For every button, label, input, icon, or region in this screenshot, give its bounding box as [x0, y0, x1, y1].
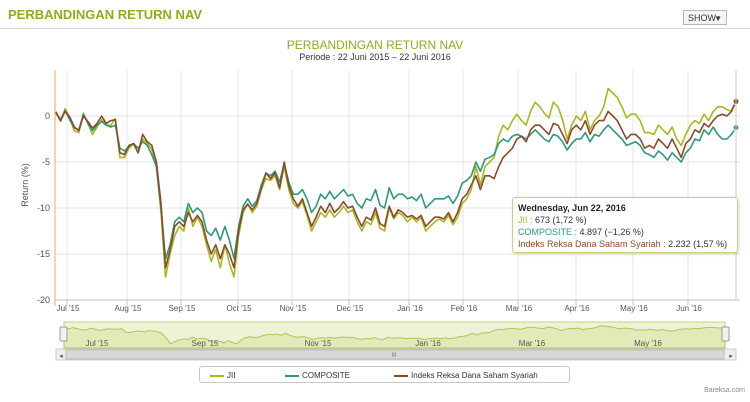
- tooltip-value-jii: 673 (1,72 %): [535, 215, 587, 225]
- chart-subtitle: Periode : 22 Juni 2015 – 22 Juni 2016: [299, 52, 451, 62]
- series-line-1: [55, 109, 737, 260]
- tooltip-row-syariah: Indeks Reksa Dana Saham Syariah : 2.232 …: [518, 239, 728, 249]
- chevron-down-icon: ▼: [714, 14, 722, 23]
- navigator-label: Nov '15: [305, 339, 332, 348]
- legend-label-syariah: Indeks Reksa Dana Saham Syariah: [411, 371, 538, 380]
- y-tick-label: 0: [45, 111, 50, 121]
- x-tick-label: Jul '15: [57, 304, 80, 313]
- y-tick-label: -10: [37, 203, 50, 213]
- panel-title: PERBANDINGAN RETURN NAV: [8, 7, 203, 22]
- credit-text: Bareksa.com: [704, 387, 745, 394]
- scroll-right-icon[interactable]: ▸: [729, 353, 733, 360]
- navigator-series: [63, 325, 726, 349]
- tooltip-row-composite: COMPOSITE : 4.897 (−1,26 %): [518, 227, 644, 237]
- x-tick-label: Dec '15: [337, 304, 364, 313]
- y-tick-label: -5: [42, 157, 50, 167]
- tooltip-date: Wednesday, Jun 22, 2016: [518, 203, 626, 213]
- series-line-2: [55, 101, 737, 269]
- tooltip-label-syariah: Indeks Reksa Dana Saham Syariah: [518, 239, 661, 249]
- navigator: Jul '15 Sep '15 Nov '15 Jan '16 Mar '16 May '…: [55, 321, 737, 361]
- tooltip-label-jii: JII: [518, 215, 528, 225]
- y-tick-label: -15: [37, 249, 50, 259]
- legend-label-jii: JII: [227, 371, 236, 380]
- x-tick-label: Aug '15: [115, 304, 142, 313]
- legend-label-composite: COMPOSITE: [302, 371, 351, 380]
- legend-item-composite[interactable]: COMPOSITE: [285, 371, 350, 380]
- y-axis-label: Return (%): [20, 163, 30, 207]
- chart-legend: JII COMPOSITE Indeks Reksa Dana Saham Sy…: [199, 366, 570, 383]
- x-axis: Jul '15 Aug '15 Sep '15 Oct '15 Nov '15 Dec '…: [55, 299, 740, 313]
- x-tick-label: Nov '15: [280, 304, 307, 313]
- legend-item-jii[interactable]: JII: [210, 371, 235, 380]
- series-layer: [55, 70, 740, 300]
- x-tick-label: Sep '15: [169, 304, 196, 313]
- legend-swatch-jii: [210, 374, 224, 377]
- scrollbar-thumb[interactable]: [65, 349, 725, 360]
- x-tick-label: Feb '16: [451, 304, 478, 313]
- x-tick-label: Jan '16: [397, 304, 423, 313]
- scrollbar-grip: III: [391, 353, 396, 359]
- legend-item-syariah[interactable]: Indeks Reksa Dana Saham Syariah: [394, 371, 538, 380]
- show-dropdown-button[interactable]: SHOW ▼: [683, 10, 727, 25]
- tooltip-value-composite: 4.897 (−1,26 %): [579, 227, 644, 237]
- scroll-left-icon[interactable]: ◂: [59, 353, 63, 360]
- navigator-label: Mar '16: [519, 339, 546, 348]
- y-tick-label: -20: [37, 295, 50, 305]
- legend-swatch-syariah: [394, 374, 408, 377]
- x-tick-label: Jun '16: [676, 304, 702, 313]
- navigator-handle-right[interactable]: [721, 326, 730, 342]
- tooltip-row-jii: JII : 673 (1,72 %): [518, 215, 587, 225]
- series-line-0: [55, 87, 737, 278]
- show-label: SHOW: [688, 13, 716, 23]
- legend-swatch-composite: [285, 374, 299, 377]
- tooltip-value-syariah: 2.232 (1,57 %): [668, 239, 728, 249]
- x-tick-label: Oct '15: [226, 304, 252, 313]
- x-tick-label: Apr '16: [564, 304, 590, 313]
- navigator-label: Sep '15: [192, 339, 219, 348]
- tooltip-label-composite: COMPOSITE: [518, 227, 573, 237]
- chart-tooltip: Wednesday, Jun 22, 2016 JII : 673 (1,72 …: [512, 197, 738, 253]
- navigator-handle-left[interactable]: [59, 326, 68, 342]
- navigator-label: May '16: [634, 339, 662, 348]
- chart-title: PERBANDINGAN RETURN NAV: [286, 38, 464, 52]
- x-tick-label: May '16: [620, 304, 648, 313]
- navigator-label: Jul '15: [86, 339, 109, 348]
- y-axis: 0 -5 -10 -15 -20 Return (%): [20, 70, 56, 306]
- x-tick-label: Mar '16: [506, 304, 533, 313]
- navigator-label: Jan '16: [415, 339, 441, 348]
- header-divider: [0, 28, 750, 29]
